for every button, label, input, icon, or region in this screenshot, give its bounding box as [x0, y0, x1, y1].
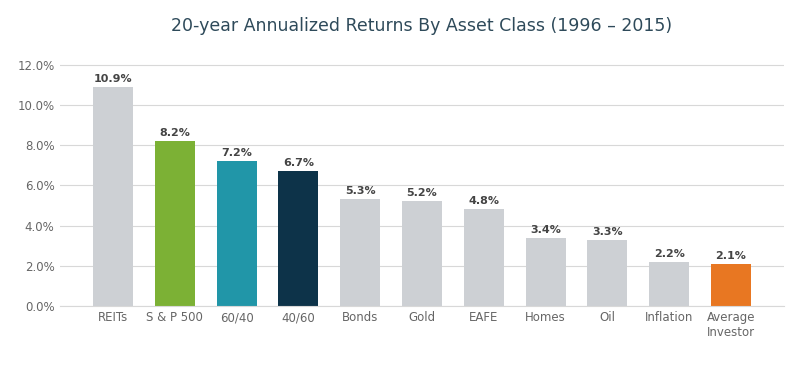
Text: 2.1%: 2.1%	[715, 251, 746, 261]
Bar	[526, 238, 566, 306]
Text: 8.2%: 8.2%	[159, 128, 190, 138]
Bar	[278, 171, 318, 306]
Bar	[154, 141, 195, 306]
Text: 10.9%: 10.9%	[94, 74, 132, 84]
Text: 2.2%: 2.2%	[654, 249, 685, 258]
Bar	[649, 262, 690, 306]
Bar	[711, 264, 751, 306]
Text: 7.2%: 7.2%	[221, 148, 252, 158]
Bar	[587, 239, 627, 306]
Bar	[464, 210, 504, 306]
Text: 3.3%: 3.3%	[592, 226, 622, 236]
Bar	[402, 201, 442, 306]
Bar	[93, 87, 133, 306]
Text: 5.2%: 5.2%	[406, 188, 438, 198]
Title: 20-year Annualized Returns By Asset Class (1996 – 2015): 20-year Annualized Returns By Asset Clas…	[171, 17, 673, 35]
Text: 4.8%: 4.8%	[468, 197, 499, 206]
Bar	[340, 200, 380, 306]
Bar	[217, 161, 257, 306]
Text: 3.4%: 3.4%	[530, 225, 561, 235]
Text: 5.3%: 5.3%	[345, 186, 375, 197]
Text: 6.7%: 6.7%	[283, 158, 314, 168]
